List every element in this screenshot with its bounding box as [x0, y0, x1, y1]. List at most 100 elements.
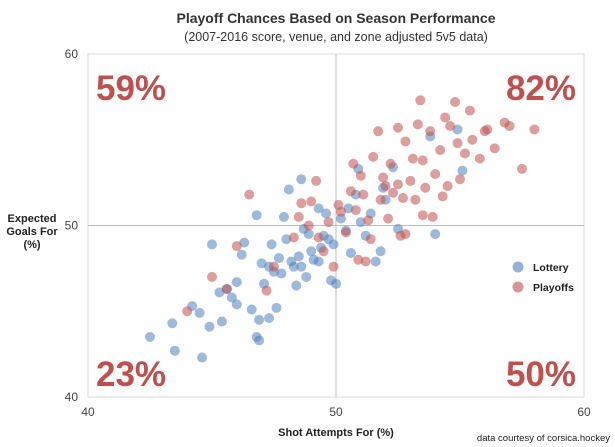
- data-point-lottery: [370, 256, 381, 267]
- data-point-playoffs: [182, 306, 193, 317]
- data-point-playoffs: [400, 229, 411, 240]
- quadrant-label-bottom-left: 23%: [96, 355, 166, 394]
- data-point-playoffs: [306, 196, 317, 207]
- data-point-playoffs: [417, 210, 428, 221]
- data-point-playoffs: [363, 215, 374, 226]
- data-point-playoffs: [417, 155, 428, 166]
- x-tick-label: 60: [577, 405, 591, 419]
- data-point-playoffs: [489, 143, 500, 154]
- data-point-playoffs: [293, 211, 304, 222]
- data-point-lottery: [335, 213, 346, 224]
- data-point-lottery: [345, 247, 356, 258]
- data-point-playoffs: [435, 145, 446, 156]
- data-point-lottery: [375, 246, 386, 257]
- data-point-lottery: [296, 174, 307, 185]
- data-point-lottery: [457, 165, 468, 176]
- data-point-playoffs: [296, 198, 307, 209]
- quadrant-label-top-left: 59%: [96, 69, 166, 108]
- data-point-playoffs: [482, 124, 493, 135]
- data-point-lottery: [293, 251, 304, 262]
- data-point-lottery: [197, 352, 208, 363]
- data-point-playoffs: [450, 97, 461, 108]
- data-point-lottery: [231, 299, 242, 310]
- data-point-playoffs: [303, 220, 314, 231]
- data-point-lottery: [204, 321, 215, 332]
- y-axis-label-line-3: (%): [23, 239, 40, 251]
- chart-title: Playoff Chances Based on Season Performa…: [177, 10, 496, 26]
- data-point-playoffs: [373, 126, 384, 137]
- data-point-playoffs: [425, 126, 436, 137]
- legend-marker-playoffs: [512, 281, 524, 293]
- data-point-playoffs: [415, 95, 426, 106]
- data-point-playoffs: [355, 170, 366, 181]
- x-axis-label: Shot Attempts For (%): [278, 427, 394, 439]
- x-tick-label: 40: [81, 405, 95, 419]
- data-point-lottery: [251, 210, 262, 221]
- data-point-lottery: [264, 313, 275, 324]
- data-point-playoffs: [207, 271, 217, 282]
- data-point-lottery: [301, 271, 312, 282]
- data-point-lottery: [313, 203, 324, 214]
- data-point-playoffs: [388, 187, 399, 198]
- data-point-playoffs: [517, 163, 527, 174]
- data-point-lottery: [254, 335, 265, 346]
- data-point-playoffs: [350, 205, 361, 216]
- data-point-lottery: [169, 345, 180, 356]
- data-point-playoffs: [365, 234, 376, 245]
- data-point-playoffs: [442, 181, 453, 192]
- data-point-playoffs: [323, 217, 334, 228]
- data-point-lottery: [343, 203, 354, 214]
- y-tick-label: 40: [65, 390, 79, 404]
- data-point-playoffs: [393, 122, 403, 133]
- data-point-lottery: [216, 316, 227, 327]
- legend-label-lottery: Lottery: [533, 262, 569, 274]
- data-point-playoffs: [380, 181, 391, 192]
- data-point-playoffs: [383, 213, 394, 224]
- y-axis-label-line-1: Expected: [8, 213, 57, 225]
- x-tick-label: 50: [329, 405, 343, 419]
- data-point-playoffs: [269, 261, 279, 272]
- data-point-playoffs: [420, 182, 431, 193]
- data-point-playoffs: [288, 232, 299, 243]
- y-tick-label: 50: [65, 219, 79, 233]
- data-point-lottery: [281, 234, 292, 245]
- data-point-playoffs: [318, 246, 329, 257]
- data-point-playoffs: [311, 175, 322, 186]
- data-point-lottery: [288, 261, 299, 272]
- data-point-lottery: [278, 211, 289, 222]
- data-point-playoffs: [464, 105, 475, 116]
- data-point-lottery: [283, 184, 294, 195]
- data-point-playoffs: [368, 151, 379, 162]
- data-point-playoffs: [353, 254, 364, 265]
- data-point-lottery: [231, 277, 242, 288]
- data-point-lottery: [271, 302, 282, 313]
- data-point-lottery: [266, 239, 277, 250]
- data-point-playoffs: [430, 169, 441, 180]
- data-point-lottery: [145, 331, 155, 342]
- data-point-playoffs: [405, 175, 416, 186]
- data-point-playoffs: [499, 117, 510, 128]
- data-point-lottery: [246, 304, 257, 315]
- data-point-lottery: [296, 261, 307, 272]
- data-point-playoffs: [244, 189, 255, 200]
- data-point-playoffs: [529, 124, 540, 135]
- quadrant-label-bottom-right: 50%: [506, 355, 576, 394]
- data-point-lottery: [323, 234, 334, 245]
- data-point-lottery: [254, 314, 265, 325]
- points-layer: [145, 95, 540, 363]
- chart-subtitle: (2007-2016 score, venue, and zone adjust…: [184, 30, 488, 44]
- data-point-playoffs: [340, 227, 351, 238]
- data-point-playoffs: [455, 174, 465, 185]
- data-point-playoffs: [360, 256, 371, 267]
- data-point-lottery: [226, 292, 237, 303]
- data-point-playoffs: [378, 172, 389, 183]
- y-axis-label-line-2: Goals For: [6, 226, 58, 238]
- data-point-playoffs: [261, 285, 272, 296]
- data-point-playoffs: [407, 153, 418, 164]
- data-point-playoffs: [410, 194, 421, 205]
- data-point-lottery: [236, 249, 247, 260]
- data-point-playoffs: [474, 153, 485, 164]
- data-point-lottery: [291, 280, 302, 291]
- data-point-lottery: [256, 258, 267, 269]
